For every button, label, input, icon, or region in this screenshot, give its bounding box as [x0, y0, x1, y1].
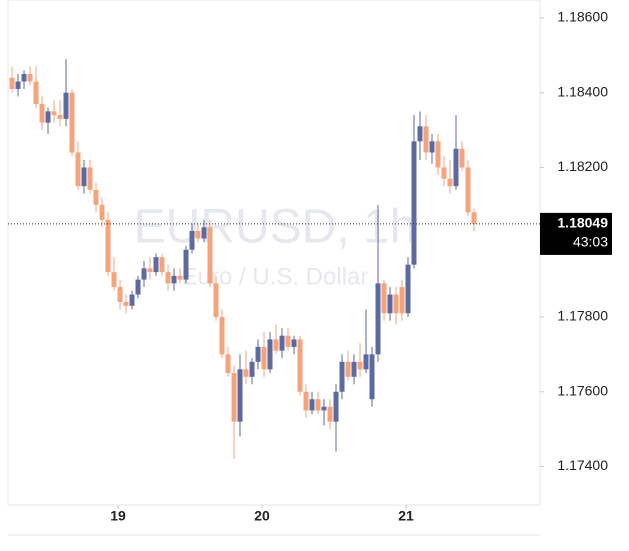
candle-body	[141, 268, 147, 280]
candle-body	[411, 141, 417, 265]
candle-body	[249, 361, 255, 377]
candle-body	[399, 287, 405, 314]
candle-body	[81, 167, 87, 187]
y-tick-label: 1.18200	[557, 158, 608, 174]
candle-body	[357, 361, 363, 370]
x-tick-label: 21	[398, 508, 414, 524]
countdown: 43:03	[573, 234, 608, 250]
candle-body	[327, 406, 333, 422]
y-tick-label: 1.18600	[557, 9, 608, 25]
candle-body	[45, 111, 51, 123]
candle-body	[465, 167, 471, 213]
candle-body	[423, 126, 429, 153]
candle-body	[285, 335, 291, 347]
y-tick-label: 1.18400	[557, 83, 608, 99]
candle-body	[351, 361, 357, 377]
candle-body	[297, 339, 303, 392]
candle-body	[87, 167, 93, 190]
candle-body	[9, 77, 15, 89]
candle-body	[459, 148, 465, 168]
candle-body	[453, 148, 459, 187]
candle-body	[147, 268, 153, 273]
candle-body	[15, 81, 21, 89]
candle-body	[441, 167, 447, 179]
candle-body	[435, 141, 441, 168]
candle-body	[369, 354, 375, 400]
candle-body	[387, 294, 393, 314]
candle-body	[195, 231, 201, 239]
candle-body	[27, 74, 33, 82]
candle-body	[405, 264, 411, 314]
candle-body	[393, 294, 399, 314]
candle-body	[471, 212, 477, 224]
last-price-label: 1.18049	[557, 215, 608, 231]
candle-body	[123, 302, 129, 306]
candle-body	[291, 339, 297, 347]
candle-body	[75, 152, 81, 187]
watermark-subtitle: Euro / U.S. Dollar	[182, 263, 369, 290]
candle-body	[57, 115, 63, 119]
candle-body	[375, 283, 381, 355]
x-tick-label: 19	[110, 508, 126, 524]
candle-body	[111, 272, 117, 288]
candle-body	[315, 399, 321, 411]
y-tick-label: 1.17400	[557, 457, 608, 473]
candle-body	[309, 399, 315, 411]
y-tick-label: 1.17800	[557, 308, 608, 324]
last-price-box	[540, 212, 612, 255]
candle-body	[165, 272, 171, 284]
candle-body	[231, 373, 237, 422]
candle-body	[261, 346, 267, 370]
candle-body	[135, 279, 141, 295]
candle-body	[159, 257, 165, 273]
watermark: EURUSD, 1h	[134, 201, 417, 254]
candle-body	[201, 227, 207, 239]
candle-body	[303, 391, 309, 411]
candle-body	[339, 361, 345, 392]
candle-body	[207, 227, 213, 284]
candle-body	[255, 346, 261, 362]
candle-body	[51, 111, 57, 116]
candle-body	[237, 369, 243, 422]
candle-body	[273, 339, 279, 351]
candle-body	[213, 283, 219, 317]
candle-body	[21, 74, 27, 82]
candle-body	[219, 316, 225, 355]
candle-body	[177, 275, 183, 280]
candle-body	[129, 294, 135, 306]
candle-body	[69, 92, 75, 153]
candle-body	[225, 354, 231, 374]
candle-body	[279, 335, 285, 351]
candle-body	[417, 126, 423, 142]
candle-body	[117, 287, 123, 303]
candle-body	[267, 339, 273, 370]
x-tick-label: 20	[254, 508, 270, 524]
candle-body	[333, 391, 339, 422]
candle-body	[93, 189, 99, 205]
candle-body	[63, 92, 69, 119]
candle-body	[39, 103, 45, 123]
candle-body	[183, 249, 189, 280]
candle-body	[105, 219, 111, 273]
candle-body	[171, 275, 177, 284]
candle-body	[33, 81, 39, 104]
candle-body	[381, 283, 387, 314]
candle-body	[345, 361, 351, 377]
candle-body	[363, 354, 369, 370]
candle-body	[321, 406, 327, 411]
y-tick-label: 1.17600	[557, 382, 608, 398]
candle-body	[99, 204, 105, 220]
candle-body	[447, 178, 453, 187]
candle-body	[189, 231, 195, 250]
candle-body	[243, 369, 249, 377]
candle-body	[429, 141, 435, 153]
candle-body	[153, 257, 159, 273]
